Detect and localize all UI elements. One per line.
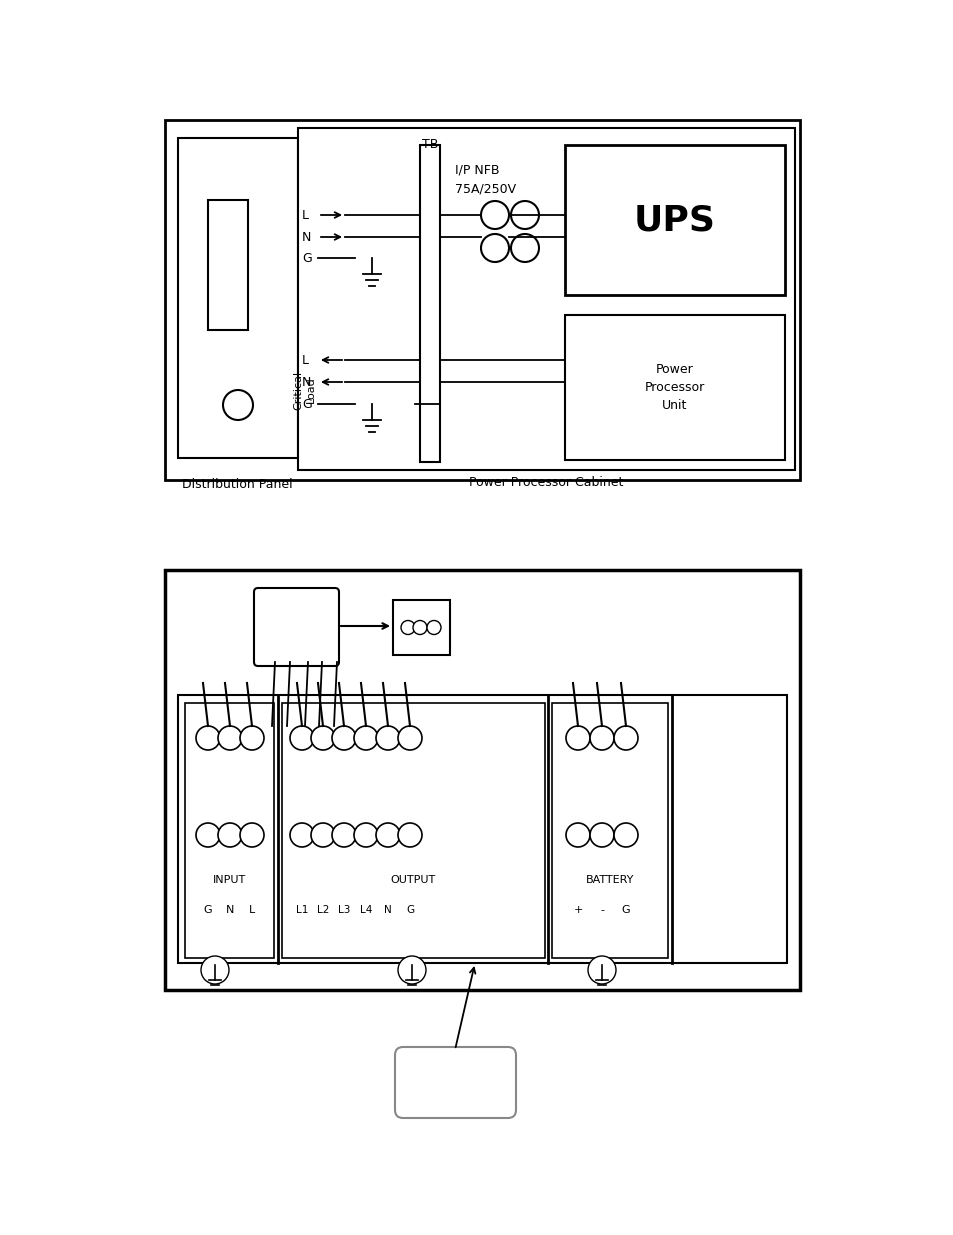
Circle shape: [480, 201, 509, 228]
Text: L: L: [249, 905, 254, 915]
Circle shape: [565, 726, 589, 750]
Circle shape: [375, 726, 399, 750]
Text: G: G: [621, 905, 630, 915]
Bar: [419, 144, 439, 462]
Bar: [208, 200, 248, 330]
Bar: [297, 128, 794, 471]
Text: -: -: [599, 905, 603, 915]
Text: UPS: UPS: [634, 203, 716, 237]
Text: L4: L4: [359, 905, 372, 915]
Circle shape: [589, 726, 614, 750]
Text: L2: L2: [316, 905, 329, 915]
Bar: [393, 600, 450, 655]
Circle shape: [589, 823, 614, 847]
Text: N: N: [302, 375, 311, 389]
Bar: [282, 703, 544, 958]
Circle shape: [397, 956, 426, 984]
Bar: [178, 695, 786, 963]
Circle shape: [240, 726, 264, 750]
Circle shape: [587, 956, 616, 984]
Text: INPUT: INPUT: [213, 876, 246, 885]
Bar: [552, 703, 667, 958]
Text: L3: L3: [337, 905, 350, 915]
Circle shape: [511, 201, 538, 228]
FancyBboxPatch shape: [395, 1047, 516, 1118]
Circle shape: [332, 823, 355, 847]
Bar: [178, 138, 297, 458]
Circle shape: [218, 726, 242, 750]
Circle shape: [290, 726, 314, 750]
Circle shape: [565, 823, 589, 847]
Text: Critical
Load: Critical Load: [294, 370, 315, 410]
Text: L1: L1: [295, 905, 308, 915]
Text: L: L: [302, 209, 309, 221]
Text: N: N: [384, 905, 392, 915]
Circle shape: [413, 620, 427, 635]
Circle shape: [397, 726, 421, 750]
Text: +: +: [573, 905, 582, 915]
Circle shape: [311, 823, 335, 847]
Text: G: G: [204, 905, 213, 915]
Text: I/P NFB: I/P NFB: [455, 163, 499, 177]
Circle shape: [354, 823, 377, 847]
Bar: [564, 315, 784, 459]
Circle shape: [354, 726, 377, 750]
Text: Distribution Panel: Distribution Panel: [181, 478, 292, 492]
Circle shape: [332, 726, 355, 750]
Circle shape: [511, 233, 538, 262]
Bar: [165, 120, 800, 480]
Text: N: N: [226, 905, 233, 915]
Circle shape: [223, 390, 253, 420]
Circle shape: [311, 726, 335, 750]
Text: G: G: [302, 398, 312, 410]
Text: L: L: [302, 353, 309, 367]
Text: N: N: [302, 231, 311, 243]
Circle shape: [375, 823, 399, 847]
Text: BATTERY: BATTERY: [585, 876, 634, 885]
Circle shape: [427, 620, 440, 635]
Text: OUTPUT: OUTPUT: [391, 876, 436, 885]
Text: Power Processor Cabinet: Power Processor Cabinet: [469, 475, 623, 489]
Text: G: G: [302, 252, 312, 264]
Circle shape: [195, 823, 220, 847]
Circle shape: [240, 823, 264, 847]
Circle shape: [614, 726, 638, 750]
FancyBboxPatch shape: [253, 588, 338, 666]
Circle shape: [480, 233, 509, 262]
Circle shape: [397, 823, 421, 847]
Bar: [185, 703, 274, 958]
Circle shape: [400, 620, 415, 635]
Circle shape: [201, 956, 229, 984]
Circle shape: [614, 823, 638, 847]
Circle shape: [290, 823, 314, 847]
Circle shape: [218, 823, 242, 847]
Bar: [165, 571, 800, 990]
Text: 75A/250V: 75A/250V: [455, 182, 516, 195]
Text: Power
Processor
Unit: Power Processor Unit: [644, 363, 704, 412]
Bar: [564, 144, 784, 295]
Circle shape: [195, 726, 220, 750]
Text: TB: TB: [421, 138, 437, 151]
Text: G: G: [406, 905, 414, 915]
